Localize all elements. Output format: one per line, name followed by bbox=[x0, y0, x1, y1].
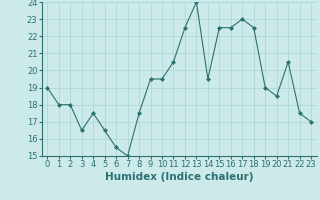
X-axis label: Humidex (Indice chaleur): Humidex (Indice chaleur) bbox=[105, 172, 253, 182]
